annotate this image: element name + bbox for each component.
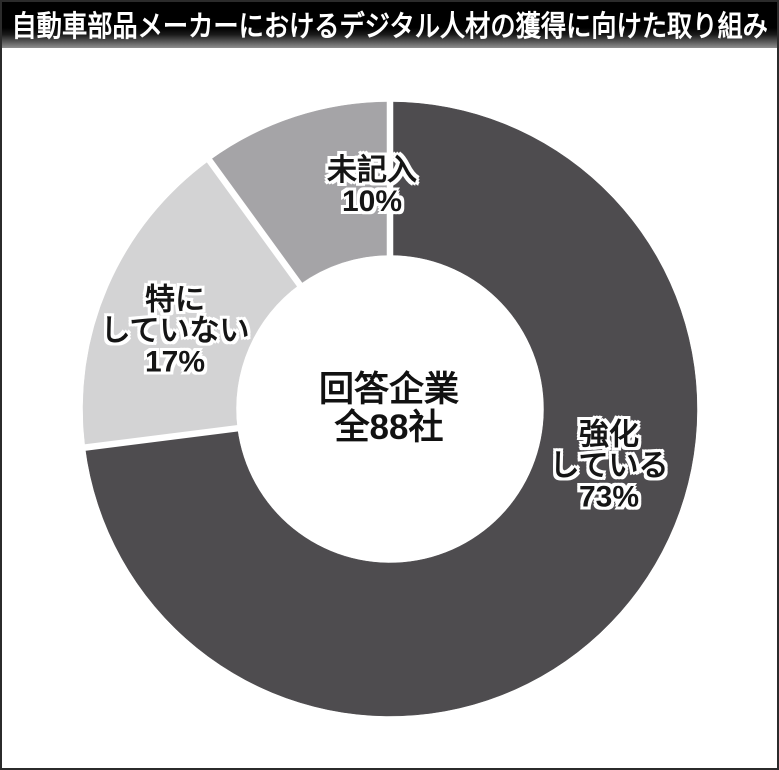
center-label-line: 回答企業 <box>318 370 460 409</box>
slice-label-line: している <box>549 449 669 483</box>
slice-label-line: 未記入 <box>327 154 417 187</box>
donut-slice-1 <box>82 160 300 448</box>
slice-divider-1 <box>81 424 242 452</box>
slice-label-nothing-particular: 特に していない 17% <box>100 285 249 378</box>
donut-slice-0 <box>85 101 698 717</box>
slice-label-line: していない <box>100 314 250 348</box>
slice-label-line: 特に <box>144 283 205 317</box>
slice-label-value: 17% <box>144 345 206 379</box>
slice-label-line: 強化 <box>578 418 639 452</box>
donut-center-label: 回答企業 全88社 <box>319 371 459 447</box>
slice-label-not-filled-in: 未記入 10% <box>327 155 417 217</box>
slice-label-strengthening: 強化 している 73% <box>549 420 668 513</box>
slice-label-value: 10% <box>341 185 403 218</box>
slice-label-value: 73% <box>578 480 640 514</box>
center-label-line: 全88社 <box>334 408 444 447</box>
slice-divider-2 <box>204 155 305 290</box>
chart-title: 自動車部品メーカーにおけるデジタル人材の獲得に向けた取り組み <box>11 11 768 43</box>
title-bar: 自動車部品メーカーにおけるデジタル人材の獲得に向けた取り組み <box>0 0 779 48</box>
